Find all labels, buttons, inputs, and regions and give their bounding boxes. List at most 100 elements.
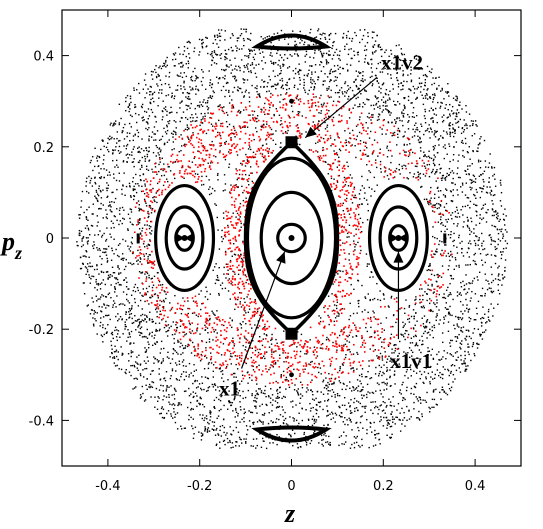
chaotic-point (450, 214, 452, 216)
chaotic-point (480, 333, 482, 336)
chaotic-point (196, 380, 198, 382)
chaotic-point (191, 425, 193, 427)
chaotic-point (389, 419, 391, 422)
chaotic-point (328, 88, 330, 90)
chaotic-point (348, 417, 350, 419)
chaotic-point (301, 39, 303, 42)
chaotic-point (224, 287, 227, 290)
chaotic-point (269, 401, 272, 404)
chaotic-point (405, 371, 408, 373)
chaotic-point (493, 166, 496, 169)
chaotic-point (379, 389, 381, 392)
chaotic-point (370, 271, 372, 273)
chaotic-point (348, 341, 351, 343)
chaotic-point (231, 442, 234, 444)
chaotic-point (310, 407, 312, 410)
chaotic-point (214, 36, 216, 38)
chaotic-point (421, 335, 423, 338)
chaotic-point (421, 317, 423, 319)
chaotic-point (325, 59, 328, 61)
chaotic-point (258, 94, 261, 97)
chaotic-point (243, 96, 245, 98)
chaotic-point (481, 218, 483, 221)
chaotic-point (349, 302, 351, 305)
chaotic-point (395, 416, 397, 418)
chaotic-point (382, 63, 385, 65)
chaotic-point (264, 392, 266, 395)
chaotic-point (456, 323, 458, 325)
chaotic-point (439, 107, 441, 109)
chaotic-point (428, 366, 430, 368)
chaotic-point (383, 294, 385, 296)
chaotic-point (315, 96, 317, 98)
chaotic-point (427, 331, 430, 334)
chaotic-point (122, 259, 124, 261)
chaotic-point (473, 203, 475, 205)
chaotic-point (233, 384, 236, 387)
chaotic-point (411, 136, 414, 138)
chaotic-point (147, 290, 149, 293)
chaotic-point (375, 50, 377, 52)
chaotic-point (451, 218, 453, 220)
chaotic-point (356, 379, 359, 381)
chaotic-point (94, 286, 96, 289)
chaotic-point (400, 52, 403, 55)
chaotic-point (191, 312, 194, 315)
chaotic-point (395, 167, 398, 170)
chaotic-point (443, 296, 445, 299)
chaotic-point (402, 321, 404, 324)
chaotic-point (436, 202, 438, 205)
chaotic-point (365, 326, 367, 329)
chaotic-point (221, 370, 224, 372)
chaotic-point (185, 390, 187, 392)
chaotic-point (91, 185, 94, 187)
chaotic-point (90, 265, 92, 268)
chaotic-point (496, 228, 499, 230)
chaotic-point (169, 302, 171, 304)
chaotic-point (438, 309, 440, 311)
chaotic-point (96, 197, 98, 200)
chaotic-point (160, 348, 162, 350)
chaotic-point (169, 377, 172, 380)
chaotic-point (497, 267, 499, 269)
chaotic-point (189, 339, 192, 342)
chaotic-point (119, 213, 121, 215)
chaotic-point (272, 85, 275, 88)
chaotic-point (448, 123, 450, 125)
chaotic-point (427, 127, 429, 130)
chaotic-point (338, 114, 340, 116)
chaotic-point (301, 395, 304, 397)
chaotic-point (230, 363, 232, 365)
chaotic-point (277, 406, 280, 408)
chaotic-point (326, 336, 328, 339)
chaotic-point (94, 234, 96, 236)
chaotic-point (99, 325, 101, 327)
chaotic-point (244, 396, 247, 399)
chaotic-point (183, 144, 185, 147)
chaotic-point (160, 83, 163, 86)
chaotic-point (388, 423, 390, 425)
chaotic-point (354, 145, 356, 147)
chaotic-point (164, 131, 167, 133)
chaotic-point (327, 386, 329, 388)
chaotic-point (433, 154, 435, 156)
chaotic-point (275, 338, 277, 341)
chaotic-point (170, 415, 173, 417)
chaotic-point (368, 63, 370, 65)
chaotic-point (322, 65, 325, 68)
chaotic-point (483, 139, 486, 142)
chaotic-point (105, 314, 107, 317)
chaotic-point (162, 100, 164, 102)
chaotic-point (327, 381, 329, 384)
chaotic-point (424, 122, 427, 124)
chaotic-point (124, 328, 126, 330)
chaotic-point (142, 288, 145, 290)
chaotic-point (376, 432, 378, 435)
chaotic-point (151, 386, 154, 389)
chaotic-point (110, 284, 112, 286)
chaotic-point (98, 305, 100, 308)
chaotic-point (425, 326, 427, 329)
chaotic-point (199, 333, 201, 335)
chaotic-point (371, 114, 373, 116)
chaotic-point (441, 377, 444, 380)
